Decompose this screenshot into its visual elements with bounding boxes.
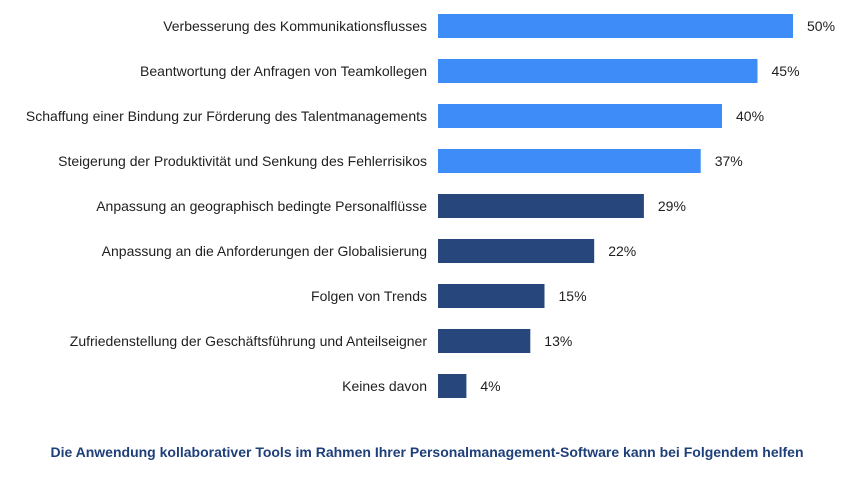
value-label: 29% — [658, 198, 686, 214]
category-label: Anpassung an geographisch bedingte Perso… — [96, 198, 427, 214]
bar — [438, 374, 467, 398]
value-label: 40% — [736, 108, 764, 124]
bar-chart: Verbesserung des Kommunikationsflusses 50… — [26, 14, 835, 398]
value-label: 4% — [480, 378, 500, 394]
bar — [438, 149, 701, 173]
category-label: Verbesserung des Kommunikationsflusses — [163, 18, 427, 34]
bar — [438, 194, 644, 218]
category-label: Keines davon — [342, 378, 427, 394]
chart-title: Die Anwendung kollaborativer Tools im Ra… — [50, 444, 804, 460]
bar — [438, 329, 531, 353]
category-label: Steigerung der Produktivität und Senkung… — [58, 153, 427, 169]
value-label: 22% — [608, 243, 636, 259]
value-label: 50% — [807, 18, 835, 34]
bar — [438, 239, 595, 263]
value-label: 37% — [715, 153, 743, 169]
value-label: 13% — [544, 333, 572, 349]
value-label: 15% — [559, 288, 587, 304]
value-label: 45% — [772, 63, 800, 79]
category-label: Anpassung an die Anforderungen der Globa… — [102, 243, 427, 259]
bar — [438, 104, 722, 128]
category-label: Folgen von Trends — [311, 288, 427, 304]
category-label: Schaffung einer Bindung zur Förderung de… — [26, 108, 427, 124]
category-label: Beantwortung der Anfragen von Teamkolleg… — [140, 63, 427, 79]
category-label: Zufriedenstellung der Geschäftsführung u… — [70, 333, 428, 349]
bar — [438, 14, 793, 38]
bar — [438, 284, 545, 308]
bar — [438, 59, 758, 83]
